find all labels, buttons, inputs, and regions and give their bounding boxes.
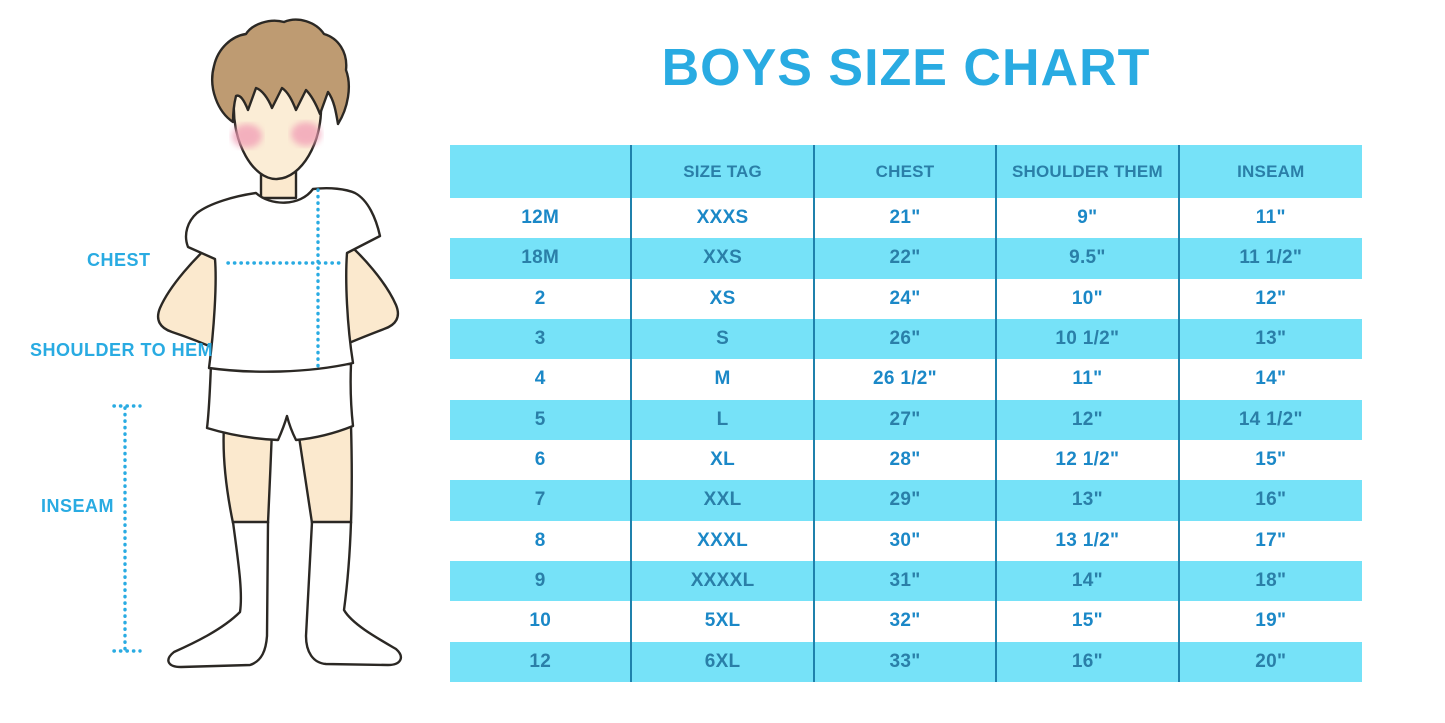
header-cell: SIZE TAG xyxy=(632,145,815,198)
table-cell: 13" xyxy=(1255,328,1287,350)
table-row: 12M XXXS 21" 9" 11" xyxy=(450,198,1362,239)
table-cell: 26 1/2" xyxy=(815,359,998,400)
table-cell: XS xyxy=(632,278,815,319)
table-row: 5 L 27" 12" 14 1/2" xyxy=(450,399,1362,440)
table-cell: 29" xyxy=(815,480,998,521)
table-cell: 16" xyxy=(1255,489,1287,511)
table-cell: XXXS xyxy=(632,198,815,239)
table-cell: XXXL xyxy=(632,520,815,561)
table-cell: 15" xyxy=(1255,449,1287,471)
table-cell: 8 xyxy=(450,520,633,561)
table-cell: L xyxy=(632,399,815,440)
table-cell: 11" xyxy=(1255,207,1286,229)
table-cell: 12 1/2" xyxy=(997,439,1180,481)
table-cell: XXXXL xyxy=(632,560,815,602)
table-cell: M xyxy=(632,359,815,400)
table-row: 7 XXL 29" 13" 16" xyxy=(450,480,1362,521)
table-cell: S xyxy=(632,318,815,360)
table-cell: 20" xyxy=(1255,650,1287,672)
table-cell: 9 xyxy=(450,560,633,602)
table-cell: 12" xyxy=(1255,287,1287,309)
table-cell: XL xyxy=(632,439,815,481)
table-row: 10 5XL 32" 15" 19" xyxy=(450,601,1362,642)
inseam-label: INSEAM xyxy=(41,496,115,516)
table-row: 12 6XL 33" 16" 20" xyxy=(450,641,1362,682)
table-cell: 13 1/2" xyxy=(997,520,1180,561)
table-cell: 27" xyxy=(815,399,998,440)
table-cell: 7 xyxy=(450,480,633,521)
size-table-header: SIZE TAG CHEST SHOULDER THEM INSEAM xyxy=(450,145,1362,198)
table-cell: 6XL xyxy=(632,641,815,682)
table-cell: 5 xyxy=(450,399,633,440)
table-cell: 6 xyxy=(450,439,633,481)
table-row: 18M XXS 22" 9.5" 11 1/2" xyxy=(450,238,1362,279)
table-row: 6 XL 28" 12 1/2" 15" xyxy=(450,439,1362,481)
table-cell: 22" xyxy=(815,238,998,279)
table-cell: 9" xyxy=(997,198,1180,239)
size-table-body: 12M XXXS 21" 9" 11" 18M XXS 22" 9.5" 11 1/2" 2 XS 24… xyxy=(450,198,1362,682)
table-cell: 10 xyxy=(450,601,633,642)
table-cell: 10 1/2" xyxy=(997,318,1180,360)
table-cell: 9.5" xyxy=(997,238,1180,279)
table-cell: 18" xyxy=(1255,570,1287,592)
boy-right-sock xyxy=(304,520,403,667)
table-cell: 4 xyxy=(450,359,633,400)
table-cell: 31" xyxy=(815,560,998,602)
table-cell: 3 xyxy=(450,318,633,360)
table-cell: 15" xyxy=(997,601,1180,642)
header-cell xyxy=(450,145,633,198)
table-cell: 5XL xyxy=(632,601,815,642)
header-cell: INSEAM xyxy=(1237,161,1305,181)
table-cell: 11" xyxy=(997,359,1180,400)
chest-label: CHEST xyxy=(87,250,151,270)
boy-left-cheek xyxy=(232,124,262,148)
header-cell: CHEST xyxy=(815,145,998,198)
table-cell: 19" xyxy=(1255,610,1287,632)
table-cell: 13" xyxy=(997,480,1180,521)
table-cell: 17" xyxy=(1255,529,1287,551)
table-cell: 11 1/2" xyxy=(1239,247,1303,269)
size-table: SIZE TAG CHEST SHOULDER THEM INSEAM 12M XXXS… xyxy=(450,145,1362,682)
boy-measurement-figure: CHEST SHOULDER TO HEM INSEAM xyxy=(0,0,450,723)
boy-shorts xyxy=(205,362,355,442)
table-cell: 32" xyxy=(815,601,998,642)
table-cell: 16" xyxy=(997,641,1180,682)
table-cell: 14" xyxy=(1255,368,1287,390)
table-row: 2 XS 24" 10" 12" xyxy=(450,278,1362,319)
boy-left-sock xyxy=(167,520,270,669)
boy-illustration xyxy=(112,18,403,669)
table-cell: 12" xyxy=(997,399,1180,440)
table-cell: 12M xyxy=(450,198,633,239)
table-row: 4 M 26 1/2" 11" 14" xyxy=(450,359,1362,400)
table-cell: 33" xyxy=(815,641,998,682)
table-cell: 24" xyxy=(815,278,998,319)
table-cell: 14 1/2" xyxy=(1238,408,1303,430)
table-cell: 18M xyxy=(450,238,633,279)
table-cell: 30" xyxy=(815,520,998,561)
page-title: BOYS SIZE CHART xyxy=(661,39,1151,97)
table-cell: XXS xyxy=(632,238,815,279)
table-cell: XXL xyxy=(632,480,815,521)
boy-shirt xyxy=(184,187,382,373)
table-cell: 21" xyxy=(815,198,998,239)
boy-hair xyxy=(211,18,350,126)
table-cell: 26" xyxy=(815,318,998,360)
table-cell: 14" xyxy=(997,560,1180,602)
table-row: 8 XXXL 30" 13 1/2" 17" xyxy=(450,520,1362,561)
table-row: 3 S 26" 10 1/2" 13" xyxy=(450,318,1362,360)
shoulder-to-hem-label: SHOULDER TO HEM xyxy=(30,340,214,360)
header-cell: SHOULDER THEM xyxy=(997,145,1180,198)
table-cell: 10" xyxy=(997,278,1180,319)
table-cell: 28" xyxy=(815,439,998,481)
table-cell: 2 xyxy=(450,278,633,319)
boy-right-cheek xyxy=(291,122,321,146)
table-cell: 12 xyxy=(450,641,633,682)
table-row: 9 XXXXL 31" 14" 18" xyxy=(450,560,1362,602)
